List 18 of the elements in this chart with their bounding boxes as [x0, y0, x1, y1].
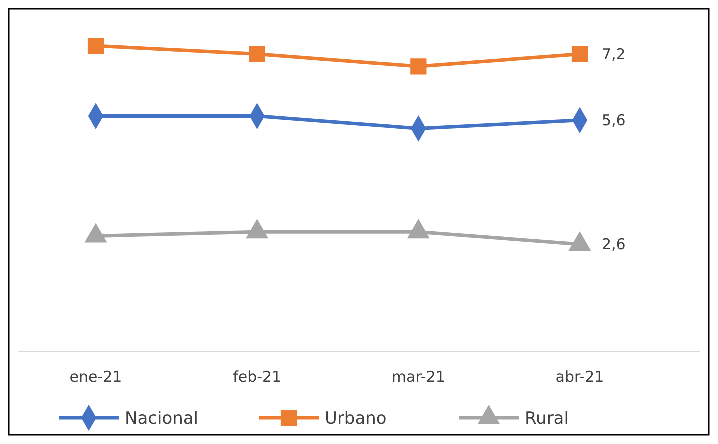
point	[88, 38, 104, 54]
data-label: 7,2	[602, 46, 626, 64]
x-tick-label: mar-21	[392, 368, 446, 386]
point	[572, 46, 588, 62]
point	[246, 219, 269, 239]
x-tick-label: abr-21	[556, 368, 604, 386]
legend-label: Nacional	[125, 408, 199, 429]
point	[410, 58, 427, 75]
point	[249, 46, 266, 62]
legend-label: Rural	[525, 408, 569, 429]
x-tick-label: feb-21	[233, 368, 282, 386]
legend-label: Urbano	[325, 408, 387, 429]
data-label: 2,6	[602, 236, 626, 254]
point	[568, 231, 592, 251]
data-label: 5,6	[602, 112, 626, 130]
point	[407, 219, 430, 239]
point	[84, 223, 108, 243]
x-tick-label: ene-21	[70, 368, 122, 386]
